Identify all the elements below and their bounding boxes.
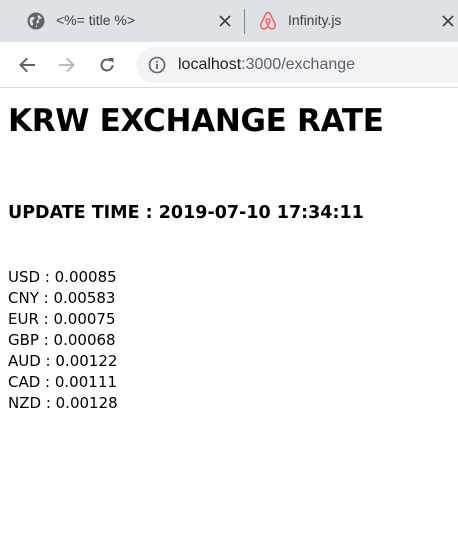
globe-icon (26, 11, 46, 31)
close-tab-button[interactable] (215, 11, 235, 31)
close-icon (219, 15, 231, 27)
back-button[interactable] (15, 53, 39, 77)
page-title: KRW EXCHANGE RATE (8, 103, 384, 139)
forward-button[interactable] (55, 53, 79, 77)
browser-toolbar: localhost:3000/exchange (0, 42, 458, 88)
reload-icon (100, 58, 114, 72)
rate-nzd: NZD : 0.00128 (8, 394, 118, 412)
rate-list: USD : 0.00085 CNY : 0.00583 EUR : 0.0007… (8, 267, 118, 414)
url-host: localhost (178, 56, 242, 73)
tab-title: <%= title %> (56, 12, 135, 28)
arrow-right-icon (59, 57, 75, 73)
tab-title-template[interactable]: <%= title %> (0, 0, 244, 42)
address-bar[interactable]: localhost:3000/exchange (136, 47, 458, 83)
rate-aud: AUD : 0.00122 (8, 352, 118, 370)
info-icon[interactable] (148, 56, 166, 74)
close-tab-button[interactable] (438, 11, 458, 31)
rate-cny: CNY : 0.00583 (8, 289, 116, 307)
rate-gbp: GBP : 0.00068 (8, 331, 116, 349)
reload-button[interactable] (95, 53, 119, 77)
update-time: UPDATE TIME : 2019-07-10 17:34:11 (8, 203, 364, 223)
rate-usd: USD : 0.00085 (8, 268, 117, 286)
rate-cad: CAD : 0.00111 (8, 373, 117, 391)
airbnb-logo-icon (258, 11, 278, 31)
url-path: :3000/exchange (241, 56, 356, 73)
close-icon (442, 15, 454, 27)
tab-infinity-js[interactable]: Infinity.js (246, 0, 458, 42)
rate-eur: EUR : 0.00075 (8, 310, 116, 328)
tab-title: Infinity.js (288, 12, 342, 28)
tab-divider (244, 9, 245, 34)
url-text[interactable]: localhost:3000/exchange (178, 56, 355, 74)
arrow-left-icon (19, 57, 35, 73)
tab-strip: <%= title %> Infinity.js (0, 0, 458, 42)
